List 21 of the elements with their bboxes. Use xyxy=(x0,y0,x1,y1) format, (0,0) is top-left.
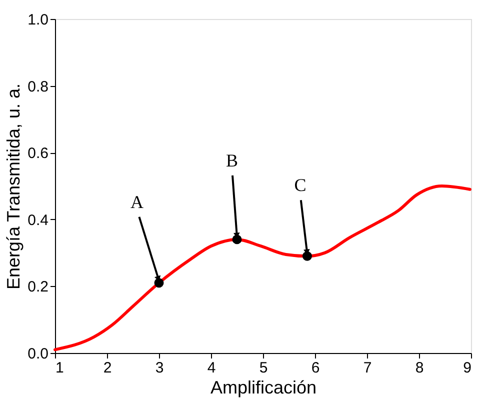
x-tick-label: 5 xyxy=(259,360,268,376)
x-tick-label: 2 xyxy=(103,360,112,376)
y-tick-label: 0.4 xyxy=(28,212,48,229)
x-axis-title: Amplificación xyxy=(210,378,317,398)
y-tick-label: 0.2 xyxy=(28,278,48,296)
y-tick-label: 1.0 xyxy=(28,12,48,28)
y-tick-label: 0.8 xyxy=(28,78,48,96)
x-tick-label: 6 xyxy=(311,360,320,376)
annotation: C xyxy=(294,175,306,196)
x-tick-label: 8 xyxy=(415,360,424,376)
y-tick-label: 0.6 xyxy=(28,145,48,162)
annotation: B xyxy=(226,150,238,170)
x-tick-label: 1 xyxy=(56,360,64,376)
x-tick-label: 4 xyxy=(207,360,216,376)
x-tick-label: 3 xyxy=(155,360,164,376)
point xyxy=(302,251,312,261)
annotation: A xyxy=(130,192,144,212)
x-tick-label: 7 xyxy=(363,360,372,376)
x-tick-label: 9 xyxy=(463,360,472,376)
y-tick-label: 0.0 xyxy=(28,346,48,362)
y-axis-title: Energía Transmitida, u. a. xyxy=(4,83,24,290)
